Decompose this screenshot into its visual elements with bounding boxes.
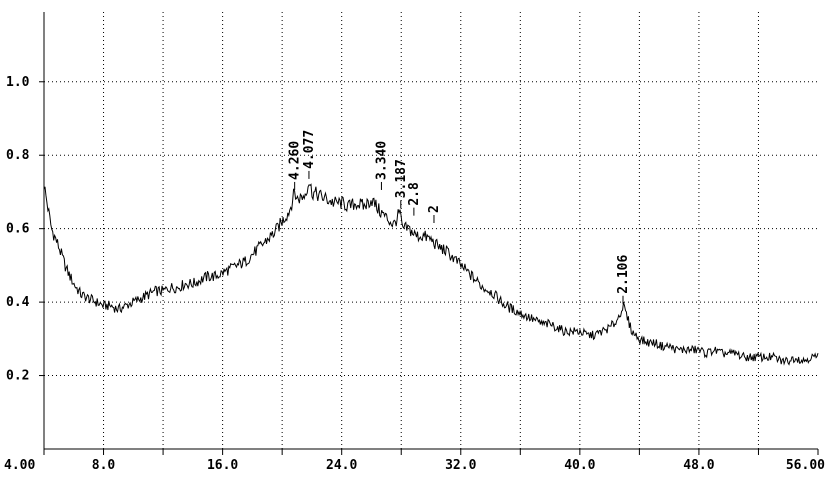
peak-label-1: 4.077 xyxy=(302,130,317,169)
x-tick-label-0: 4.00 xyxy=(4,458,35,473)
y-tick-label-0: 0.2 xyxy=(6,369,29,384)
y-tick-label-3: 0.8 xyxy=(6,148,30,163)
y-tick-label-4: 1.0 xyxy=(6,75,30,90)
peak-label-3: 3.187 xyxy=(394,159,409,198)
peak-label-5: 2 xyxy=(427,205,442,213)
y-tick-label-1: 0.4 xyxy=(6,295,30,310)
x-tick-label-2: 16.0 xyxy=(207,458,238,473)
peak-label-0: 4.260 xyxy=(288,141,303,180)
peak-label-6: 2.106 xyxy=(616,254,631,293)
y-tick-label-2: 0.6 xyxy=(6,222,30,237)
x-tick-label-7: 56.00 xyxy=(786,458,825,473)
peak-label-4: 2.8 xyxy=(407,182,422,206)
axis-layer: 4.00 8.0 16.0 24.0 32.0 40.0 48.0 56.00 0.2 0.4 0.… xyxy=(4,12,825,473)
peak-label-2: 3.340 xyxy=(374,141,389,180)
x-tick-label-6: 48.0 xyxy=(683,458,714,473)
series-line-0 xyxy=(43,183,819,366)
grid-layer xyxy=(44,12,818,449)
x-tick-label-5: 40.0 xyxy=(564,458,595,473)
x-tick-label-4: 32.0 xyxy=(445,458,476,473)
series-layer xyxy=(43,183,819,366)
x-tick-label-3: 24.0 xyxy=(326,458,357,473)
x-tick-label-1: 8.0 xyxy=(92,458,116,473)
